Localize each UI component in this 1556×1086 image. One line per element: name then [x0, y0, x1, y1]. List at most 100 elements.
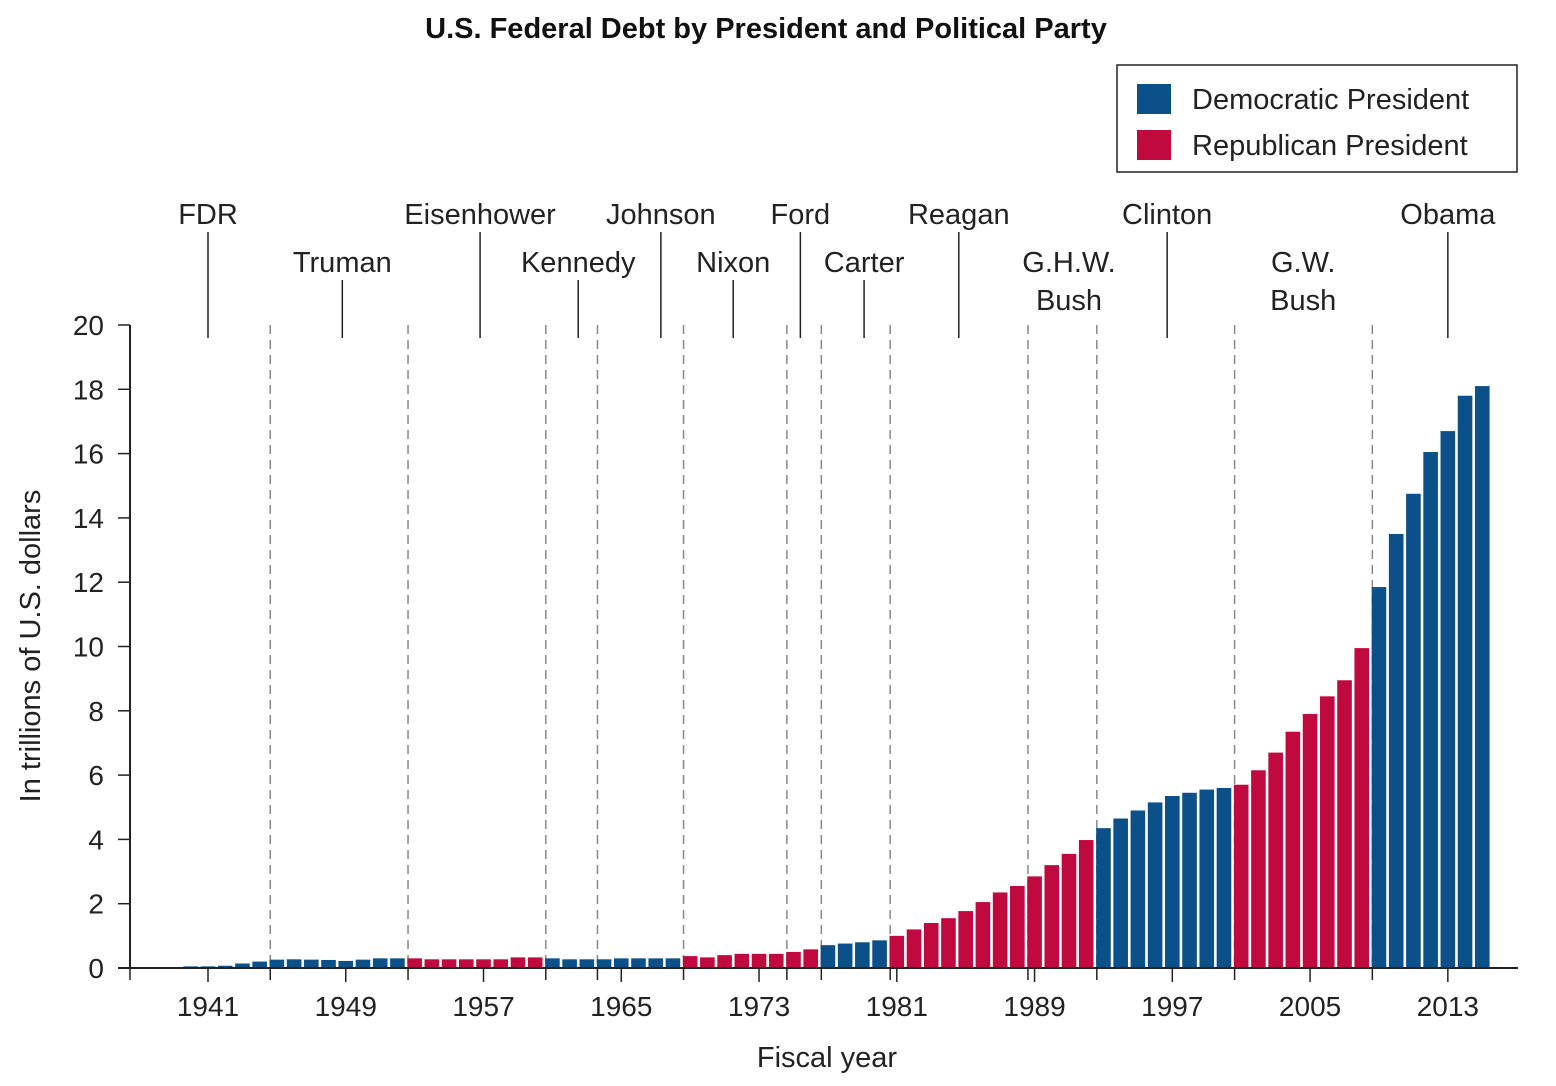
bar-1961 [545, 958, 560, 968]
bar-1990 [1044, 865, 1060, 968]
x-tick-label: 1981 [866, 991, 928, 1022]
bar-2014 [1457, 395, 1473, 969]
bar-2003 [1268, 752, 1283, 968]
x-tick-label: 1973 [728, 991, 790, 1022]
bar-1944 [252, 961, 267, 968]
bar-1975 [786, 951, 801, 968]
legend-swatch-democratic [1137, 84, 1171, 114]
president-label: Truman [293, 247, 392, 279]
bar-1967 [648, 958, 664, 968]
bar-1997 [1165, 795, 1180, 968]
bar-1948 [321, 959, 336, 968]
bar-1947 [304, 959, 319, 968]
president-label: Bush [1270, 285, 1336, 317]
x-tick-label: 1949 [315, 991, 377, 1022]
bar-1951 [372, 958, 388, 968]
y-tick-label: 12 [73, 567, 104, 598]
legend-box [1116, 64, 1518, 173]
bar-1959 [510, 957, 526, 968]
bar-1971 [717, 955, 732, 968]
bar-1972 [734, 953, 750, 968]
president-label: Kennedy [521, 247, 636, 279]
bar-1979 [855, 942, 870, 968]
bar-1945 [269, 959, 285, 968]
y-tick-label: 2 [88, 889, 104, 920]
bar-2011 [1406, 493, 1421, 968]
bar-2008 [1354, 648, 1370, 968]
bar-1995 [1130, 810, 1146, 968]
bar-2013 [1440, 431, 1456, 969]
president-label: Clinton [1122, 199, 1212, 231]
bar-2015 [1474, 386, 1490, 969]
legend-label-democratic: Democratic President [1192, 84, 1469, 116]
bar-1980 [872, 940, 887, 968]
bar-1982 [906, 929, 922, 968]
x-tick-label: 1989 [1003, 991, 1065, 1022]
president-label: Carter [824, 247, 905, 279]
bar-1974 [768, 953, 784, 968]
bar-1977 [820, 945, 836, 968]
bar-1946 [286, 959, 302, 968]
president-label: Nixon [696, 247, 770, 279]
chart-title: U.S. Federal Debt by President and Polit… [425, 13, 1107, 45]
x-tick-label: 2005 [1279, 991, 1341, 1022]
legend-label-republican: Republican President [1192, 130, 1468, 162]
y-tick-label: 6 [88, 760, 104, 791]
bar-1998 [1182, 792, 1197, 968]
bar-1987 [992, 892, 1008, 968]
president-label: FDR [178, 199, 238, 231]
president-label: Reagan [908, 199, 1010, 231]
bar-2007 [1337, 680, 1352, 968]
bar-1942 [217, 965, 233, 968]
bar-1950 [355, 959, 371, 968]
bar-2009 [1371, 587, 1387, 968]
bar-1970 [700, 957, 715, 968]
bar-1962 [562, 959, 577, 968]
x-tick-label: 1957 [452, 991, 514, 1022]
president-label: Obama [1400, 199, 1496, 231]
y-tick-label: 0 [88, 953, 104, 984]
x-tick-label: 1997 [1141, 991, 1203, 1022]
bar-1999 [1199, 789, 1215, 968]
bar-1963 [579, 959, 595, 968]
x-tick-label: 2013 [1417, 991, 1479, 1022]
y-tick-label: 18 [73, 374, 104, 405]
bar-1954 [424, 959, 440, 968]
bar-1989 [1027, 876, 1042, 968]
bar-1949 [338, 960, 354, 968]
bar-1956 [459, 959, 474, 968]
bar-1984 [941, 918, 956, 968]
bar-2001 [1233, 784, 1249, 968]
bar-1991 [1061, 853, 1077, 968]
bar-1978 [837, 943, 853, 968]
bar-1988 [1010, 886, 1025, 968]
bar-2010 [1388, 533, 1404, 968]
bar-1973 [751, 953, 767, 968]
y-tick-label: 8 [88, 696, 104, 727]
y-axis-label: In trillions of U.S. dollars [15, 490, 47, 803]
president-label: Ford [771, 199, 831, 231]
bar-1964 [596, 959, 612, 968]
y-tick-label: 16 [73, 439, 104, 470]
bar-1966 [631, 958, 646, 968]
bar-1986 [975, 902, 991, 968]
president-label: Bush [1036, 285, 1102, 317]
legend: Democratic President Republican Presiden… [1116, 64, 1518, 173]
president-label: G.H.W. [1022, 247, 1115, 279]
bar-2004 [1285, 731, 1301, 968]
bar-1968 [665, 958, 681, 968]
bar-1943 [235, 963, 250, 968]
legend-swatch-republican [1137, 130, 1171, 160]
x-tick-label: 1941 [177, 991, 239, 1022]
bar-1985 [958, 911, 973, 968]
bar-1957 [476, 959, 491, 968]
president-label: Eisenhower [404, 199, 556, 231]
bar-1952 [390, 958, 405, 968]
bar-1955 [441, 959, 457, 968]
y-tick-label: 14 [73, 503, 104, 534]
bar-1965 [613, 958, 629, 968]
y-tick-label: 10 [73, 632, 104, 663]
bar-2002 [1251, 770, 1266, 968]
bar-1993 [1096, 828, 1111, 968]
